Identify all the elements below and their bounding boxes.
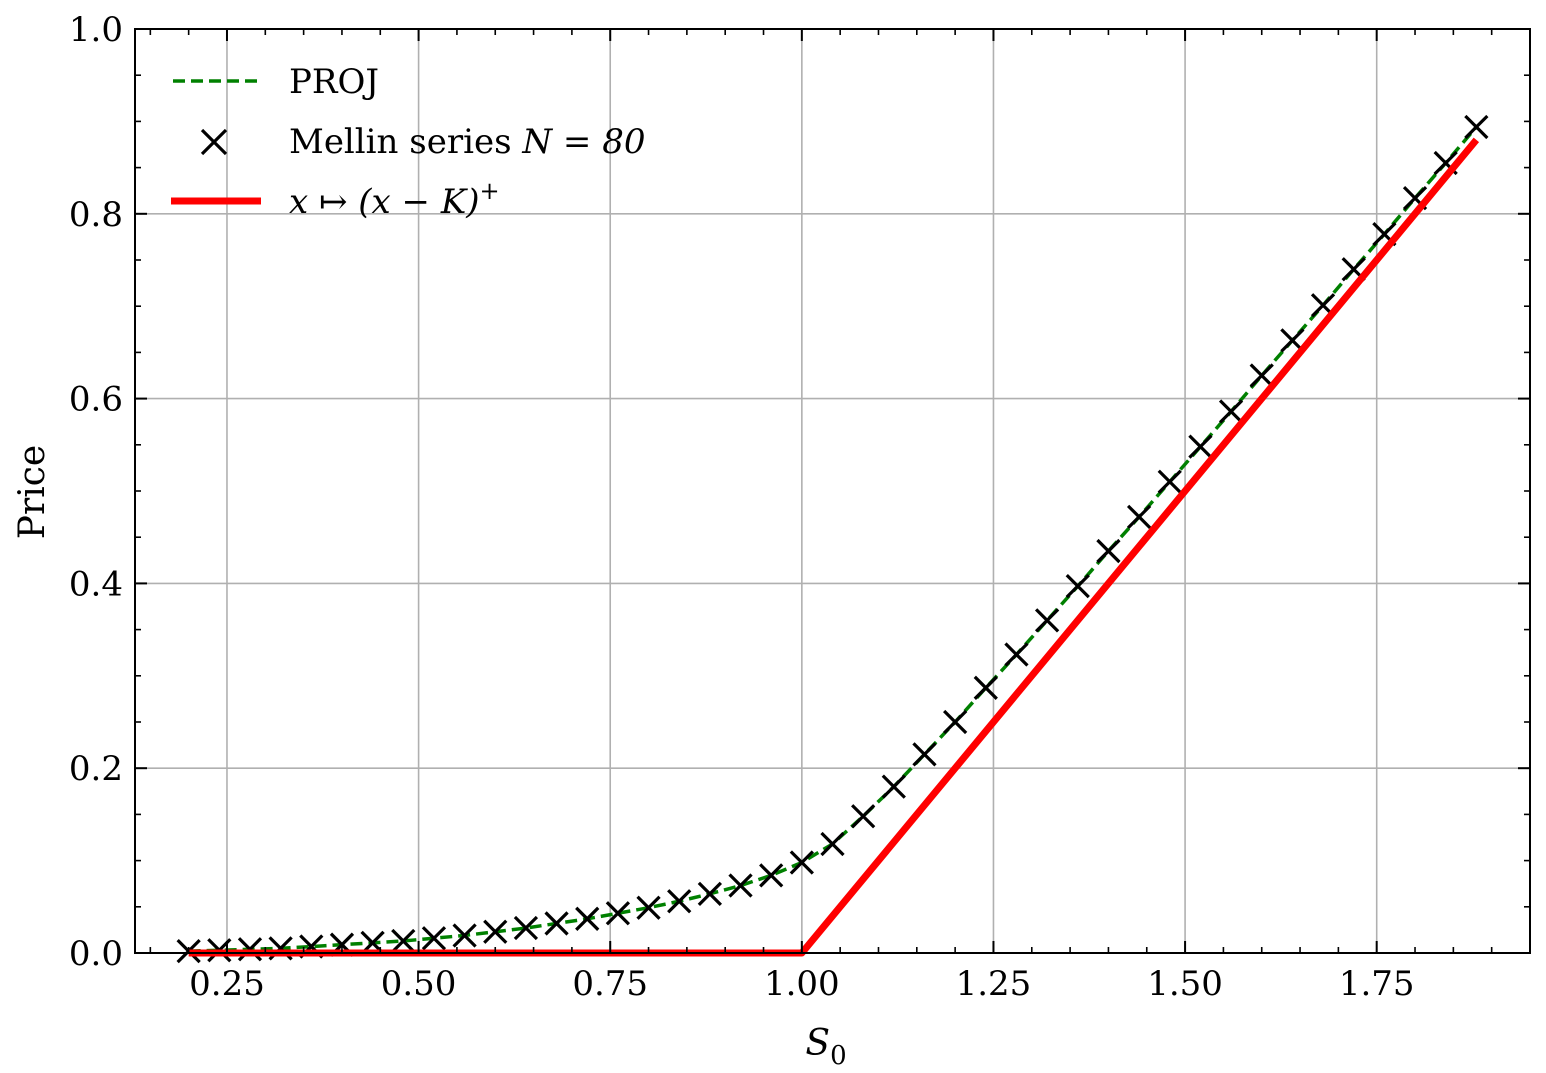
x-tick-label: 0.25: [189, 964, 265, 1004]
y-tick-label: 0.2: [69, 749, 123, 789]
marker-stroke: [943, 709, 968, 735]
y-tick-label: 0.0: [69, 934, 123, 974]
mellin-marker: [1464, 114, 1489, 140]
plot-series: [176, 114, 1489, 964]
mellin-marker: [513, 915, 539, 941]
tick-labels: 0.25 0.50 0.75 1.00 1.25 1.50 1.75 0.0 0.2 0.4 0.6…: [69, 10, 1415, 1004]
marker-stroke: [1034, 608, 1060, 633]
mellin-marker: [636, 895, 661, 920]
mellin-marker: [1249, 363, 1274, 388]
axes: [134, 28, 1531, 954]
mellin-marker: [1188, 434, 1213, 459]
y-tick-label: 1.0: [69, 10, 123, 50]
marker-stroke: [237, 937, 263, 962]
mellin-marker: [1157, 469, 1182, 494]
legend-mellin-swatch: [200, 128, 228, 156]
marker-stroke: [851, 804, 876, 829]
x-tick-label: 1.50: [1147, 964, 1223, 1004]
marker-stroke: [1310, 293, 1336, 318]
marker-stroke: [912, 742, 937, 767]
x-tick-label: 1.25: [956, 964, 1032, 1004]
marker-stroke: [605, 901, 631, 926]
x-tick-label: 0.75: [572, 964, 648, 1004]
marker-stroke: [575, 906, 600, 931]
mellin-marker: [851, 804, 876, 829]
y-tick-label: 0.8: [69, 195, 123, 235]
marker-stroke: [1157, 469, 1182, 494]
marker-stroke: [820, 831, 845, 857]
marker-stroke: [636, 895, 661, 920]
mellin-marker: [759, 863, 784, 888]
mellin-marker: [483, 919, 508, 944]
marker-stroke: [1096, 538, 1121, 564]
marker-stroke: [667, 889, 692, 914]
marker-stroke: [1126, 504, 1152, 530]
mellin-marker: [1065, 574, 1090, 599]
plot-frame: [134, 28, 1531, 954]
marker-stroke: [1372, 221, 1397, 247]
mellin-marker: [1126, 504, 1152, 530]
mellin-marker: [544, 911, 569, 936]
legend: PROJ Mellin series N = 80 x ↦ (x − K)+: [171, 62, 645, 222]
payoff-line: [188, 137, 1480, 957]
marker-stroke: [881, 774, 906, 799]
mellin-marker: [820, 831, 845, 857]
mellin-marker: [881, 774, 906, 799]
legend-proj-label: PROJ: [289, 62, 379, 102]
marker-stroke: [728, 873, 753, 898]
mellin-marker: [605, 901, 631, 926]
marker-stroke: [1280, 328, 1305, 353]
mellin-marker: [391, 928, 416, 954]
mellin-marker: [667, 889, 692, 914]
marker-stroke: [697, 881, 722, 906]
mellin-marker: [237, 937, 263, 962]
marker-stroke: [544, 911, 569, 936]
x-axis-label: S0: [805, 1023, 846, 1071]
mellin-marker: [1034, 608, 1060, 633]
mellin-marker: [973, 675, 998, 700]
mellin-marker: [421, 926, 447, 951]
legend-payoff-label: x ↦ (x − K)+: [289, 177, 500, 222]
marker-stroke: [789, 850, 814, 875]
mellin-marker: [1004, 642, 1029, 667]
mellin-marker: [728, 873, 753, 898]
legend-mellin-label: Mellin series N = 80: [289, 122, 645, 162]
marker-stroke: [391, 928, 416, 954]
mellin-marker: [575, 906, 600, 931]
marker-stroke: [759, 863, 784, 888]
marker-stroke: [1249, 363, 1274, 388]
mellin-marker: [943, 709, 968, 735]
mellin-marker: [452, 923, 477, 948]
marker-stroke: [1433, 150, 1458, 176]
mellin-marker: [1218, 399, 1244, 424]
x-tick-label: 0.50: [381, 964, 457, 1004]
marker-stroke: [513, 915, 539, 941]
proj-line: [188, 125, 1478, 953]
mellin-marker: [1096, 538, 1121, 564]
marker-stroke: [1402, 185, 1428, 211]
x-tick-label: 1.00: [764, 964, 840, 1004]
marker-stroke: [1004, 642, 1029, 667]
mellin-marker: [912, 742, 937, 767]
y-tick-label: 0.4: [69, 564, 123, 604]
marker-stroke: [1341, 257, 1366, 282]
x-tick-label: 1.75: [1339, 964, 1415, 1004]
marker-stroke: [452, 923, 477, 948]
grid: [135, 28, 1530, 954]
marker-stroke: [1464, 114, 1489, 140]
marker-stroke: [421, 926, 447, 951]
marker-stroke: [973, 675, 998, 700]
y-axis-label: Price: [12, 445, 53, 539]
marker-stroke: [1065, 574, 1090, 599]
marker-stroke: [483, 919, 508, 944]
marker-stroke: [1218, 399, 1244, 424]
mellin-marker: [789, 850, 814, 875]
y-tick-label: 0.6: [69, 380, 123, 420]
mellin-marker: [697, 881, 722, 906]
marker-stroke: [1188, 434, 1213, 459]
